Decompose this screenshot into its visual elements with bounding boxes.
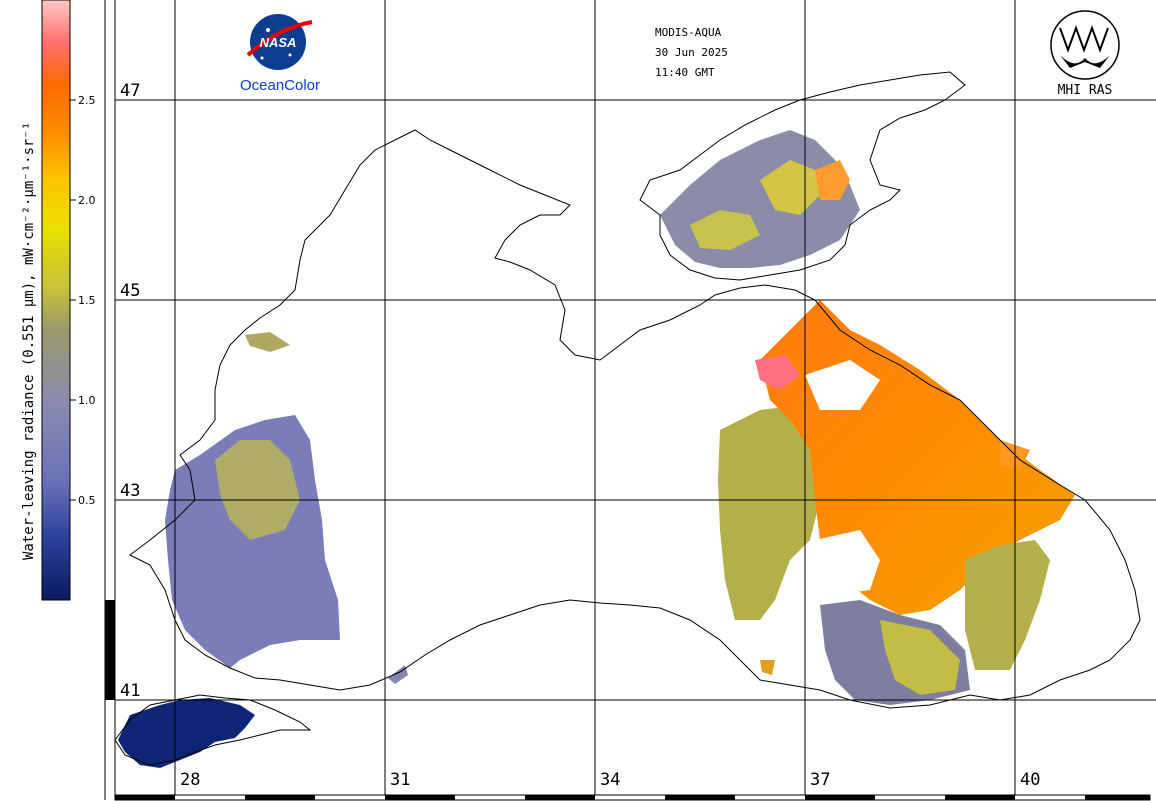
lat-label-47: 47 (120, 81, 140, 101)
latitude-labels: 47 45 43 41 (120, 81, 140, 701)
east-basin-south-yellow (880, 620, 960, 695)
south-coast-dot (760, 660, 775, 675)
longitude-labels: 28 31 34 37 40 (180, 770, 1040, 790)
azov-orange (815, 160, 850, 200)
coastline (114, 71, 1141, 766)
east-basin-white-1 (805, 360, 880, 410)
lon-label-34: 34 (600, 770, 620, 790)
date-label: 30 Jun 2025 (655, 46, 728, 59)
azov-yellow-1 (690, 210, 760, 250)
lon-label-28: 28 (180, 770, 200, 790)
colorbar-tick-2-0: 2.0 (78, 194, 96, 207)
time-label: 11:40 GMT (655, 66, 715, 79)
header-info: MODIS-AQUA 30 Jun 2025 11:40 GMT (655, 26, 728, 79)
west-shelf-patch (165, 415, 340, 668)
east-basin-olive (718, 405, 820, 620)
oceancolor-wordmark: OceanColor (240, 77, 320, 94)
lat-label-43: 43 (120, 481, 140, 501)
lon-label-40: 40 (1020, 770, 1040, 790)
left-axis (104, 0, 116, 800)
nasa-oceancolor-logo: NASA OceanColor (240, 14, 320, 94)
bottom-scale-bar (114, 794, 1151, 801)
colorbar-tick-1-5: 1.5 (78, 294, 96, 307)
colorbar-title: Water-leaving radiance (0.551 μm), mW·cm… (21, 122, 37, 560)
lat-label-41: 41 (120, 681, 140, 701)
colorbar-tick-2-5: 2.5 (78, 94, 96, 107)
mhi-ras-wordmark: MHI RAS (1058, 83, 1113, 98)
colorbar-ticks: 2.5 2.0 1.5 1.0 0.5 (70, 94, 96, 507)
lon-label-37: 37 (810, 770, 830, 790)
nasa-wordmark: NASA (260, 35, 297, 50)
sensor-label: MODIS-AQUA (655, 26, 722, 39)
colorbar: 2.5 2.0 1.5 1.0 0.5 Water-leaving radian… (21, 0, 96, 601)
lat-label-45: 45 (120, 281, 140, 301)
mhi-ras-logo: MHI RAS (1050, 10, 1120, 98)
danube-patch (245, 332, 290, 352)
colorbar-bar (41, 0, 71, 601)
east-basin-white-2 (815, 530, 880, 595)
marmara-patch (118, 698, 255, 768)
east-basin-se-olive (965, 540, 1050, 670)
colorbar-tick-0-5: 0.5 (78, 494, 96, 507)
west-shelf-yellow (215, 440, 300, 540)
lon-label-31: 31 (390, 770, 410, 790)
graticule (115, 0, 1156, 795)
east-basin-pink (755, 355, 800, 390)
sw-coast-dot (388, 665, 408, 684)
colorbar-tick-1-0: 1.0 (78, 394, 96, 407)
radiance-data (118, 130, 1075, 768)
